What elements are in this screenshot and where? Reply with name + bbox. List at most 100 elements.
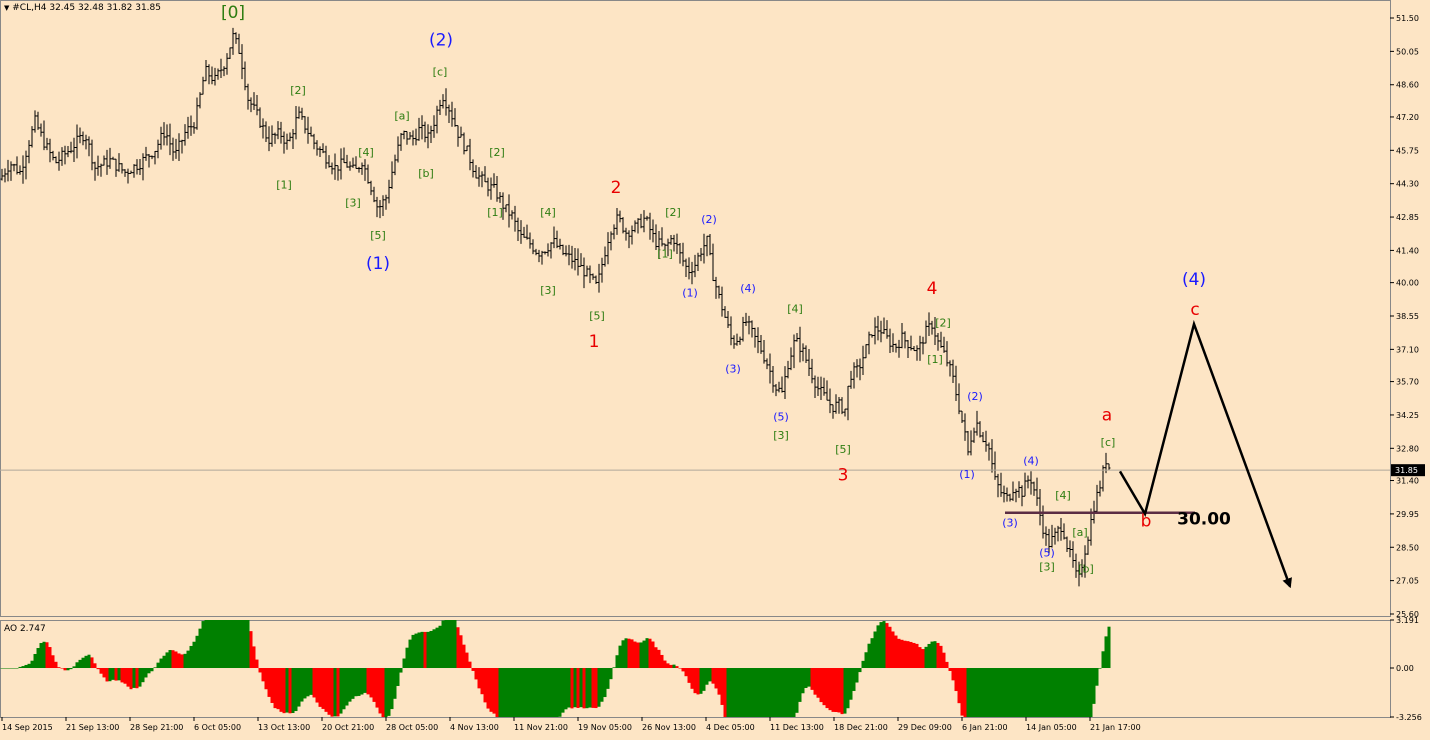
ao-bar [1065,668,1069,717]
ao-bar [507,668,511,717]
ao-bar [852,668,856,691]
ao-bar [309,668,313,695]
ao-bar [21,666,25,669]
ao-bar [54,661,58,669]
wave-label: [0] [221,3,245,23]
ao-bar [543,668,547,717]
wave-label: 3 [838,466,849,486]
ao-bar [522,668,526,717]
ao-bar [408,639,412,669]
ao-bar [531,668,535,717]
ao-bar [48,647,52,669]
ao-bar [666,663,670,669]
price-tick-label: 29.95 [1396,510,1419,519]
ao-bar [684,668,688,677]
ao-bar [633,641,637,669]
ao-bar [870,638,874,669]
ao-bar [162,655,166,669]
ao-bar [729,668,733,717]
ao-bar [324,668,328,712]
ao-bar [558,668,562,717]
ao-bar [483,668,487,703]
ao-bar [822,668,826,706]
wave-label: (3) [1002,517,1018,530]
ao-bar [999,668,1003,717]
ao-bar [552,668,556,717]
ao-bar [636,642,640,669]
ao-bar [732,668,736,717]
ao-bar [969,668,973,717]
ao-bar [396,668,400,686]
ao-bar [849,668,853,700]
ao-bar [132,668,136,688]
ao-bar [651,641,655,669]
time-axis: 14 Sep 2015 21 Sep 13:00 28 Sep 21:00 6 Oct… [1,717,1141,732]
wave-label: [2] [665,206,681,219]
ao-bar [1032,668,1036,717]
wave-label: (1) [366,254,390,274]
ao-bar [570,668,574,709]
ao-bar [954,668,958,692]
ao-bar [486,668,490,709]
wave-label: [4] [540,206,556,219]
ao-bar [6,668,10,669]
ao-bar [480,668,484,695]
ao-bar [753,668,757,717]
ao-bar [588,668,592,708]
ao-bar [225,620,229,669]
ao-bar [246,620,250,669]
wave-label: [1] [927,353,943,366]
ao-bar [204,620,208,669]
ao-bar [912,642,916,669]
ao-bar [717,668,721,695]
ao-bar [228,620,232,669]
ao-bar [69,668,73,670]
ao-bar [357,668,361,696]
ao-bar [594,668,598,709]
price-tick-label: 25.60 [1396,610,1419,619]
ao-bar [63,668,67,671]
ao-tick-label: 0.00 [1396,664,1414,673]
price-tick-label: 40.00 [1396,279,1419,288]
ao-bar [702,668,706,691]
triangle-down-icon[interactable]: ▼ [4,4,10,12]
wave-label: (4) [740,282,756,295]
ao-bar [675,666,679,669]
ao-bar [369,668,373,698]
price-tick-label: 50.05 [1396,47,1419,56]
ao-bar [303,668,307,699]
ao-bar [600,668,604,702]
wave-label: [5] [589,309,605,322]
ao-bar [879,622,883,669]
ao-bar [39,643,43,669]
ao-bar [615,655,619,669]
ao-bar [591,668,595,708]
ao-bar [378,668,382,714]
ao-bar [450,620,454,669]
wave-label: [3] [540,284,556,297]
ao-bar [1017,668,1021,717]
ao-bar [831,668,835,712]
ao-bar [12,668,16,669]
time-tick-label: 28 Sep 21:00 [130,723,183,732]
ao-bar [1071,668,1075,717]
ao-bar [699,668,703,694]
ao-bar [816,668,820,698]
ao-bar [351,668,355,699]
time-tick-label: 11 Nov 21:00 [514,723,568,732]
wave-label: [5] [370,229,386,242]
ao-bar [468,661,472,669]
ao-bar [990,668,994,717]
ao-bar [924,646,928,669]
ao-bar [393,668,397,699]
ao-bar [1008,668,1012,717]
ao-bar [30,660,34,669]
ao-bar [1053,668,1057,717]
ao-bar [78,659,82,669]
ao-panel-frame [0,620,1391,718]
ao-bar [207,620,211,669]
ao-bar [1083,668,1087,717]
ao-bar [927,643,931,669]
ao-bar [174,651,178,669]
